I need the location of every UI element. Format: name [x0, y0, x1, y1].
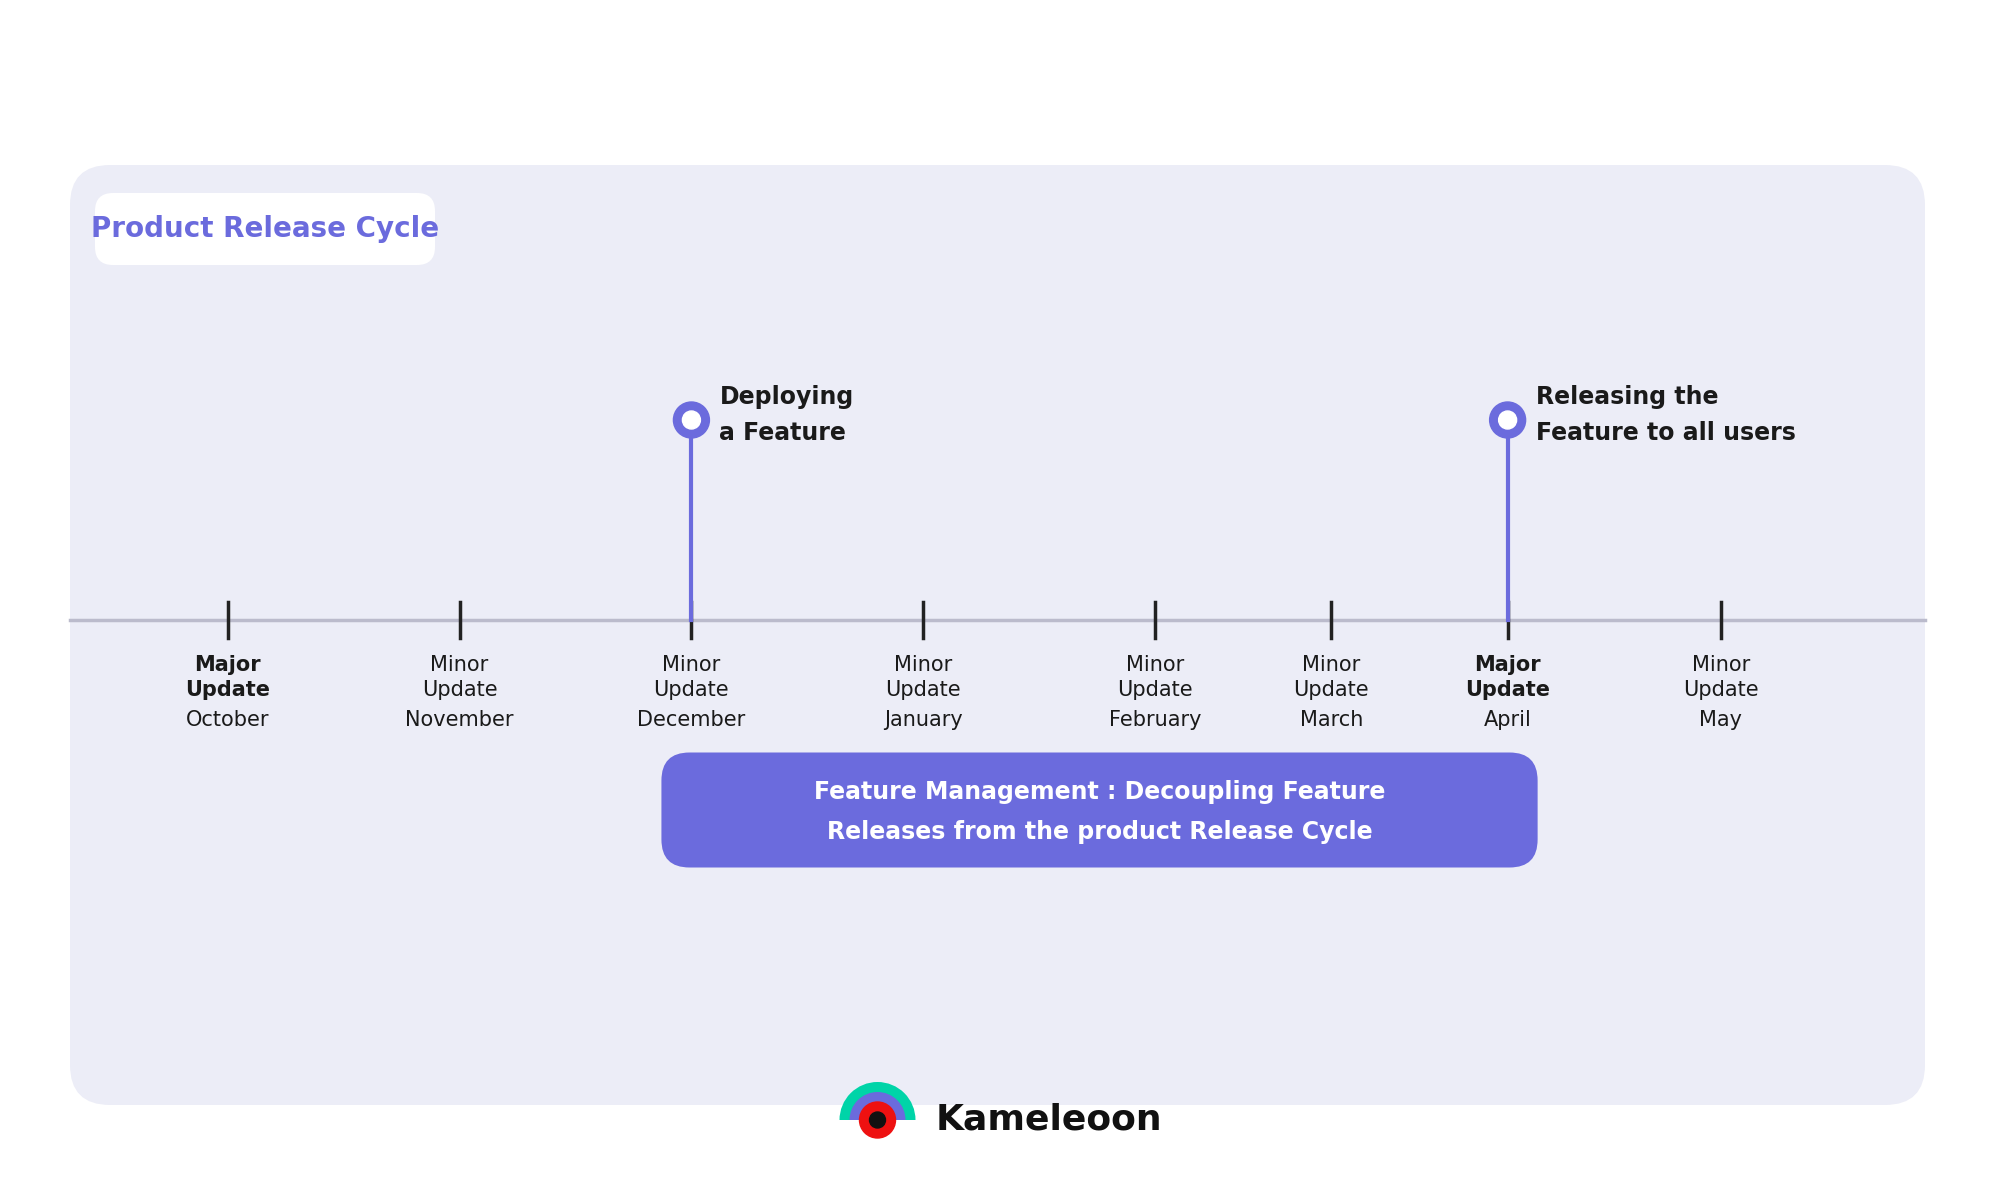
Text: December: December [636, 710, 746, 730]
Text: Minor: Minor [894, 655, 952, 674]
Text: Update: Update [1464, 680, 1550, 700]
Circle shape [870, 1112, 886, 1128]
Text: Major: Major [194, 655, 261, 674]
Text: Minor: Minor [1692, 655, 1750, 674]
Text: Update: Update [1117, 680, 1193, 700]
Text: Update: Update [186, 680, 269, 700]
Text: May: May [1700, 710, 1742, 730]
Wedge shape [850, 1092, 906, 1120]
FancyBboxPatch shape [662, 752, 1538, 868]
Text: Minor: Minor [1303, 655, 1361, 674]
Text: Update: Update [1293, 680, 1369, 700]
Text: Minor: Minor [431, 655, 489, 674]
Text: Releasing the
Feature to all users: Releasing the Feature to all users [1536, 385, 1796, 445]
FancyBboxPatch shape [70, 164, 1925, 1105]
Circle shape [682, 410, 700, 428]
Text: January: January [884, 710, 964, 730]
Text: Feature Management : Decoupling Feature: Feature Management : Decoupling Feature [814, 780, 1385, 804]
Text: Minor: Minor [662, 655, 720, 674]
Circle shape [860, 1102, 896, 1138]
Text: November: November [405, 710, 515, 730]
Circle shape [1498, 410, 1516, 428]
Text: Update: Update [886, 680, 962, 700]
Text: February: February [1109, 710, 1201, 730]
Text: Update: Update [421, 680, 497, 700]
Circle shape [674, 402, 710, 438]
Text: Kameleoon: Kameleoon [936, 1103, 1163, 1138]
Text: Major: Major [1474, 655, 1540, 674]
Text: Product Release Cycle: Product Release Cycle [92, 215, 439, 242]
Text: Update: Update [1684, 680, 1760, 700]
Text: Update: Update [654, 680, 730, 700]
Text: Minor: Minor [1125, 655, 1185, 674]
Text: October: October [186, 710, 269, 730]
Text: April: April [1484, 710, 1532, 730]
FancyBboxPatch shape [96, 193, 435, 265]
Text: Deploying
a Feature: Deploying a Feature [720, 385, 854, 445]
Wedge shape [840, 1082, 916, 1120]
Text: March: March [1299, 710, 1363, 730]
Circle shape [1490, 402, 1526, 438]
Text: Releases from the product Release Cycle: Releases from the product Release Cycle [826, 820, 1373, 844]
